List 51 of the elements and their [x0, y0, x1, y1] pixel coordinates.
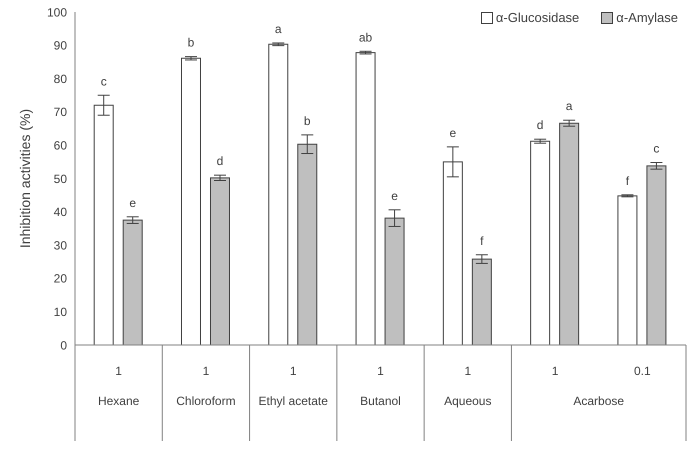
- data-label: d: [216, 154, 224, 168]
- data-label: a: [274, 22, 282, 36]
- x-tick-label: 0.1: [634, 364, 652, 378]
- bar: [617, 195, 638, 345]
- data-label: d: [536, 118, 544, 132]
- x-tick-label: 1: [377, 364, 384, 378]
- y-tick-label: 50: [54, 172, 68, 186]
- text: Acarbose: [573, 394, 624, 408]
- y-tick-label: 10: [54, 304, 68, 319]
- x-tick-label: 1: [464, 364, 472, 378]
- text: Hexane: [98, 394, 140, 408]
- x-tick-label: 1: [202, 364, 210, 378]
- y-tick-label: 80: [54, 72, 68, 86]
- y-tick-label: 40: [54, 205, 68, 220]
- bar: [530, 140, 550, 345]
- x-tick-label: 1: [290, 364, 297, 378]
- data-label: f: [480, 234, 484, 248]
- y-tick-label: 20: [54, 272, 68, 286]
- legend-label: α-Amylase: [615, 10, 678, 25]
- data-label: a: [566, 99, 573, 114]
- data-label: b: [304, 114, 311, 128]
- x-tick-label: 1: [552, 364, 559, 378]
- y-tick-label: 90: [54, 38, 68, 53]
- text: Aqueous: [444, 394, 492, 408]
- data-label: e: [129, 196, 136, 210]
- text: Chloroform: [176, 394, 236, 408]
- x-tick-label: 1: [115, 364, 122, 378]
- data-label: c: [653, 142, 660, 156]
- bar: [559, 122, 580, 345]
- data-label: e: [450, 126, 456, 140]
- y-tick-label: 0: [60, 338, 68, 352]
- bar: [180, 58, 201, 345]
- y-tick-label: 100: [46, 5, 68, 20]
- bar: [646, 165, 666, 345]
- bar: [122, 220, 143, 345]
- bar: [472, 258, 492, 345]
- bar: [268, 44, 288, 345]
- text: Butanol: [360, 394, 401, 408]
- bar: [210, 177, 230, 345]
- bar: [356, 52, 376, 345]
- data-label: ab: [358, 30, 373, 44]
- data-label: e: [391, 188, 398, 203]
- y-axis-title: Inhibition activities (%): [16, 108, 33, 248]
- data-label: f: [626, 174, 630, 188]
- y-tick-label: 30: [54, 238, 68, 252]
- y-tick-label: 60: [54, 138, 68, 152]
- y-tick-label: 70: [54, 105, 68, 120]
- data-label: b: [188, 36, 195, 50]
- legend-label: α-Glucosidase: [494, 10, 580, 25]
- text: Ethyl acetate: [258, 394, 328, 408]
- data-label: c: [100, 74, 107, 88]
